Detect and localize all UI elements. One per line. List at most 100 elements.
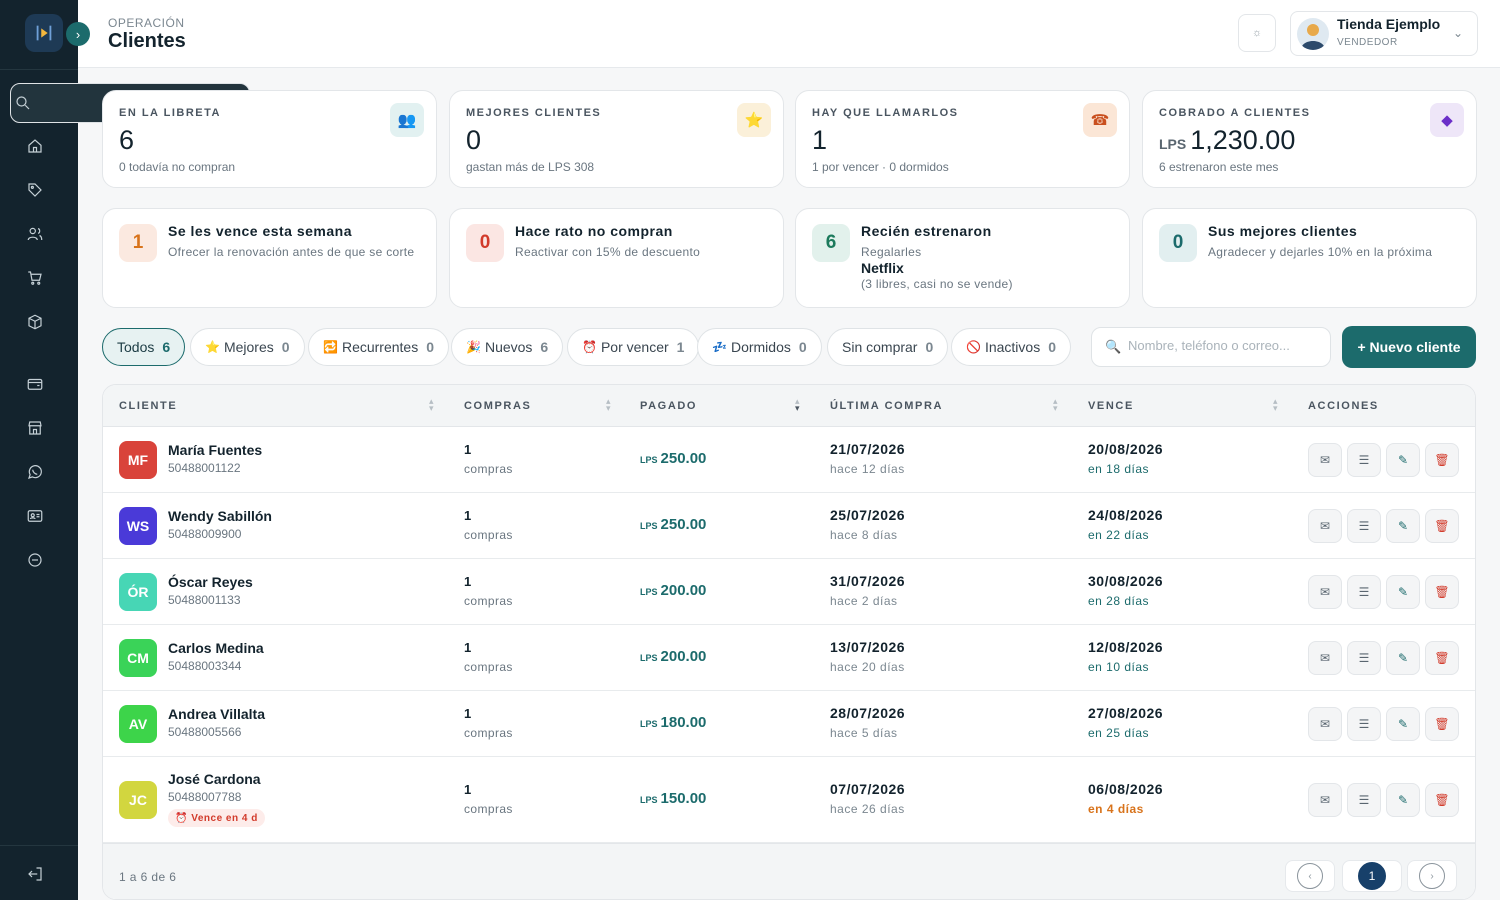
sort-icon[interactable]: ▴ ▾ (606, 396, 611, 413)
client-name[interactable]: José Cardona (168, 771, 261, 787)
filter-chip-sin-comprar[interactable]: Sin comprar 0 (827, 328, 949, 366)
action-card-best[interactable]: 0 Sus mejores clientes Agradecer y dejar… (1142, 208, 1477, 308)
column-header-purchases[interactable]: COMPRAS (464, 400, 532, 412)
sun-icon: ☼ (1251, 27, 1263, 39)
table-row[interactable]: JC José Cardona 50488007788 ⏰ Vence en 4 d 1… (103, 757, 1475, 843)
column-header-last-purchase[interactable]: ÚLTIMA COMPRA (830, 400, 944, 412)
stat-value: 6 (119, 125, 135, 155)
client-name[interactable]: María Fuentes (168, 442, 263, 458)
mail-icon: ✉ (1319, 453, 1331, 467)
next-page-button[interactable]: › (1407, 860, 1457, 892)
sort-icon[interactable]: ▴ ▾ (795, 396, 800, 413)
new-client-button[interactable]: + Nuevo cliente (1342, 326, 1476, 368)
action-card-expiring[interactable]: 1 Se les vence esta semana Ofrecer la re… (102, 208, 437, 308)
delete-button[interactable]: 🗑 (1425, 509, 1459, 543)
filter-chip-todos[interactable]: Todos 6 (102, 328, 186, 366)
action-card-new[interactable]: 6 Recién estrenaron Regalarles Netflix (… (795, 208, 1130, 308)
filter-chip-nuevos[interactable]: 🎉 Nuevos 6 (451, 328, 564, 366)
details-button[interactable]: ☰ (1347, 707, 1381, 741)
client-name[interactable]: Óscar Reyes (168, 574, 253, 590)
details-button[interactable]: ☰ (1347, 641, 1381, 675)
filter-chip-por-vencer[interactable]: ⏰ Por vencer 1 (567, 328, 700, 366)
clients-table: CLIENTE ▴ ▾ COMPRAS ▴ ▾ PAGADO ▴ ▾ ÚLTIMA C… (102, 384, 1476, 900)
filter-chip-inactivos[interactable]: 🚫 Inactivos 0 (951, 328, 1071, 366)
sidebar-item-sales[interactable] (10, 258, 67, 298)
table-row[interactable]: ÓR Óscar Reyes 50488001133 1 compras LPS 200.0… (103, 559, 1475, 625)
party-icon: 🎉 (466, 340, 481, 354)
mail-button[interactable]: ✉ (1308, 509, 1342, 543)
paid-value: 200.00 (660, 648, 707, 665)
mail-button[interactable]: ✉ (1308, 783, 1342, 817)
stat-card-best-clients: MEJORES CLIENTES 0 gastan más de LPS 308… (449, 90, 784, 188)
delete-button[interactable]: 🗑 (1425, 783, 1459, 817)
search-box[interactable]: 🔍 (1091, 327, 1331, 367)
stat-sub: 0 todavía no compran (119, 160, 236, 174)
last-purchase-relative: hace 2 días (830, 594, 898, 608)
filter-chip-mejores[interactable]: ⭐ Mejores 0 (190, 328, 305, 366)
edit-button[interactable]: ✎ (1386, 509, 1420, 543)
delete-button[interactable]: 🗑 (1425, 443, 1459, 477)
user-menu[interactable]: Tienda Ejemplo VENDEDOR ⌄ (1290, 11, 1478, 56)
edit-button[interactable]: ✎ (1386, 443, 1420, 477)
column-header-client[interactable]: CLIENTE (119, 400, 178, 412)
play-logo-icon (36, 25, 52, 41)
sort-icon[interactable]: ▴ ▾ (1053, 396, 1058, 413)
edit-button[interactable]: ✎ (1386, 783, 1420, 817)
sidebar-item-store[interactable] (10, 408, 67, 448)
last-purchase-date: 21/07/2026 (830, 441, 906, 457)
page-1-button[interactable]: 1 (1342, 860, 1402, 892)
table-row[interactable]: WS Wendy Sabillón 50488009900 1 compras LPS 25… (103, 493, 1475, 559)
prev-page-button[interactable]: ‹ (1285, 860, 1335, 892)
mail-button[interactable]: ✉ (1308, 707, 1342, 741)
paid-amount: LPS 200.00 (640, 582, 706, 599)
table-row[interactable]: AV Andrea Villalta 50488005566 1 compras LPS 1… (103, 691, 1475, 757)
chevron-right-icon: › (75, 26, 81, 42)
table-row[interactable]: MF María Fuentes 50488001122 1 compras LPS 250… (103, 427, 1475, 493)
sidebar-item-disabled[interactable] (10, 540, 67, 580)
sort-icon[interactable]: ▴ ▾ (429, 396, 434, 413)
column-header-paid[interactable]: PAGADO (640, 400, 698, 412)
sidebar-item-wallet[interactable] (10, 364, 67, 404)
filter-chip-recurrentes[interactable]: 🔁 Recurrentes 0 (308, 328, 450, 366)
column-header-due[interactable]: VENCE (1088, 400, 1134, 412)
details-button[interactable]: ☰ (1347, 575, 1381, 609)
action-card-inactive[interactable]: 0 Hace rato no compran Reactivar con 15%… (449, 208, 784, 308)
sidebar-item-inventory[interactable] (10, 302, 67, 342)
stat-card-to-call: HAY QUE LLAMARLOS 1 1 por vencer · 0 dor… (795, 90, 1130, 188)
edit-button[interactable]: ✎ (1386, 707, 1420, 741)
app-logo[interactable] (25, 14, 63, 52)
due-relative: en 22 días (1088, 528, 1150, 542)
delete-button[interactable]: 🗑 (1425, 707, 1459, 741)
sidebar-item-clients[interactable] (10, 214, 67, 254)
sidebar-item-products[interactable] (10, 170, 67, 210)
logout-button[interactable] (10, 854, 67, 894)
delete-button[interactable]: 🗑 (1425, 641, 1459, 675)
mail-button[interactable]: ✉ (1308, 443, 1342, 477)
client-name[interactable]: Andrea Villalta (168, 706, 266, 722)
trash-icon: 🗑 (1434, 793, 1450, 807)
sidebar-item-home[interactable] (10, 126, 67, 166)
delete-button[interactable]: 🗑 (1425, 575, 1459, 609)
theme-toggle-button[interactable]: ☼ (1238, 14, 1276, 52)
edit-button[interactable]: ✎ (1386, 575, 1420, 609)
filter-chip-dormidos[interactable]: 💤 Dormidos 0 (697, 328, 822, 366)
mail-button[interactable]: ✉ (1308, 641, 1342, 675)
paid-value: 250.00 (660, 450, 707, 467)
table-row[interactable]: CM Carlos Medina 50488003344 1 compras LPS 200… (103, 625, 1475, 691)
sidebar-item-whatsapp[interactable] (10, 452, 67, 492)
edit-button[interactable]: ✎ (1386, 641, 1420, 675)
pencil-icon: ✎ (1397, 453, 1409, 467)
details-button[interactable]: ☰ (1347, 783, 1381, 817)
search-input[interactable] (1128, 338, 1323, 353)
sidebar-toggle-button[interactable]: › (66, 22, 90, 46)
sort-icon[interactable]: ▴ ▾ (1273, 396, 1278, 413)
client-name[interactable]: Wendy Sabillón (168, 508, 272, 524)
search-icon: 🔍 (1105, 339, 1122, 354)
client-name[interactable]: Carlos Medina (168, 640, 264, 656)
sidebar-item-contacts[interactable] (10, 496, 67, 536)
due-date: 24/08/2026 (1088, 507, 1164, 523)
pencil-icon: ✎ (1397, 793, 1409, 807)
details-button[interactable]: ☰ (1347, 509, 1381, 543)
details-button[interactable]: ☰ (1347, 443, 1381, 477)
mail-button[interactable]: ✉ (1308, 575, 1342, 609)
